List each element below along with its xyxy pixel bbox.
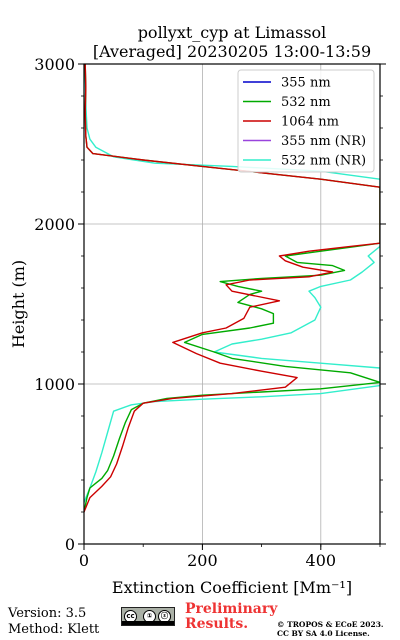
legend-label: 532 nm (NR) <box>281 154 366 169</box>
legend: 355 nm 532 nm 1064 nm 355 nm (NR) 532 nm (NR… <box>237 69 375 173</box>
axis-ticks: 0 200 400 0 1000 2000 3000 <box>34 55 386 570</box>
chart-title: pollyxt_cyp at Limassol <box>138 23 327 42</box>
cc-badge-bar <box>122 621 174 625</box>
version-text: Version: 3.5 <box>8 606 87 621</box>
series-lines <box>84 64 380 513</box>
y-tick-label: 3000 <box>34 55 75 74</box>
by-icon: ① <box>143 610 156 623</box>
preliminary-notice: Preliminary Results. <box>185 602 277 632</box>
series-line-2 <box>84 64 380 513</box>
y-tick-label: 2000 <box>34 215 75 234</box>
cc-license-badge: cc ① ⓢ <box>121 607 175 626</box>
preliminary-line-2: Results. <box>185 616 249 632</box>
copyright-notice: © TROPOS & ECoE 2023. CC BY SA 4.0 Licen… <box>277 620 384 638</box>
footer-info: Version: 3.5 Method: Klett <box>8 606 99 638</box>
legend-label: 355 nm (NR) <box>281 134 366 149</box>
legend-label: 355 nm <box>281 76 331 91</box>
legend-box <box>237 69 375 173</box>
legend-label: 532 nm <box>281 95 331 110</box>
plot-frame <box>83 63 381 545</box>
copyright-line-2: CC BY SA 4.0 License. <box>277 629 370 638</box>
chart-figure: pollyxt_cyp at Limassol [Averaged] 20230… <box>9 23 386 597</box>
y-tick-label: 0 <box>65 535 75 554</box>
y-tick-label: 1000 <box>34 375 75 394</box>
preliminary-line-1: Preliminary <box>185 601 278 617</box>
copyright-line-1: © TROPOS & ECoE 2023. <box>277 620 384 629</box>
x-tick-label: 0 <box>79 551 89 570</box>
x-tick-label: 400 <box>306 551 337 570</box>
x-tick-label: 200 <box>187 551 218 570</box>
y-axis-label: Height (m) <box>9 260 28 348</box>
x-axis-label: Extinction Coefficient [Mm⁻¹] <box>112 578 352 597</box>
chart-subtitle: [Averaged] 20230205 13:00-13:59 <box>93 42 371 61</box>
legend-label: 1064 nm <box>281 115 339 130</box>
method-text: Method: Klett <box>8 622 100 637</box>
